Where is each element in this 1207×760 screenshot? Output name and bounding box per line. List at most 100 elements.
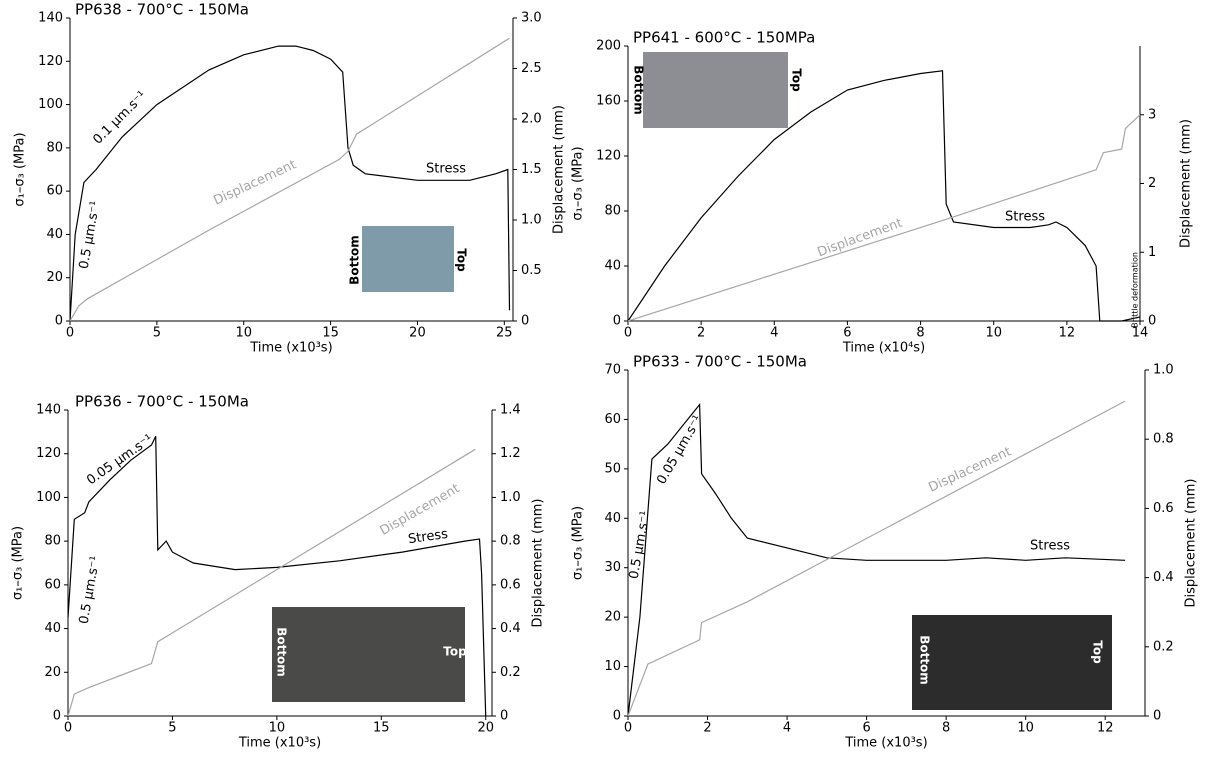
- series-label: Stress: [1030, 539, 1070, 554]
- y-tick-label: 40: [44, 621, 61, 636]
- annotation: 0.5 µm.s⁻¹: [77, 555, 104, 625]
- y-tick-label: 160: [596, 94, 621, 109]
- y-axis-label: σ₁–σ₃ (MPa): [571, 506, 586, 580]
- y2-tick-label: 2: [1148, 176, 1156, 191]
- x-tick-label: 15: [373, 721, 390, 736]
- x-tick-label: 10: [235, 326, 252, 341]
- y2-tick-label: 0.4: [500, 621, 521, 636]
- y2-tick-label: 1.5: [521, 162, 542, 177]
- y2-tick-label: 1.0: [521, 213, 542, 228]
- x-tick-label: 14: [1132, 326, 1149, 341]
- y2-axis-label: Displacement (mm): [531, 499, 546, 628]
- y2-tick-label: 1: [1148, 245, 1156, 260]
- y-tick-label: 200: [596, 39, 621, 54]
- y-tick-label: 60: [604, 412, 621, 427]
- y2-axis-label: Displacement (mm): [1184, 479, 1199, 608]
- y2-axis-label: Displacement (mm): [1179, 119, 1194, 248]
- series-line: [627, 402, 1126, 717]
- annotation: Bottom: [632, 65, 646, 115]
- chart-title: PP638 - 700°C - 150Ma: [75, 1, 249, 19]
- y2-tick-label: 0.2: [1153, 639, 1174, 654]
- y-axis-label: σ₁–σ₃ (MPa): [13, 132, 28, 206]
- x-tick-label: 10: [269, 721, 286, 736]
- series-label: Displacement: [926, 444, 1013, 495]
- y2-axis-label: Displacement (mm): [552, 105, 567, 234]
- annotation: Bottom: [348, 235, 362, 285]
- y2-tick-label: 1.0: [1153, 363, 1174, 378]
- sample-photo: [912, 615, 1112, 710]
- x-tick-label: 20: [477, 721, 494, 736]
- x-tick-label: 15: [322, 326, 339, 341]
- series-line: [69, 45, 511, 322]
- y-tick-label: 0: [613, 709, 621, 724]
- x-tick-label: 5: [168, 721, 176, 736]
- x-tick-label: 25: [496, 326, 513, 341]
- series-label: Displacement: [815, 216, 904, 261]
- y2-tick-label: 0.8: [1153, 432, 1174, 447]
- y2-tick-label: 0.2: [500, 665, 521, 680]
- series-line: [67, 435, 487, 717]
- y-axis-label: σ₁–σ₃ (MPa): [571, 146, 586, 220]
- x-tick-label: 4: [770, 326, 778, 341]
- chart-title: PP633 - 700°C - 150Ma: [633, 353, 807, 371]
- y2-tick-label: 0.4: [1153, 570, 1174, 585]
- x-axis-label: Time (x10³s): [238, 736, 321, 751]
- y-tick-label: 100: [36, 490, 61, 505]
- x-tick-label: 0: [624, 326, 632, 341]
- y-tick-label: 30: [604, 560, 621, 575]
- y-tick-label: 40: [604, 259, 621, 274]
- x-tick-label: 5: [153, 326, 161, 341]
- annotation: Top: [1091, 640, 1105, 664]
- series-label: Stress: [426, 162, 466, 177]
- y2-tick-label: 0: [1153, 709, 1161, 724]
- y2-tick-label: 1.0: [500, 490, 521, 505]
- sample-photo: [272, 607, 465, 702]
- x-tick-label: 12: [1097, 721, 1114, 736]
- series-line: [69, 37, 510, 322]
- y-tick-label: 60: [46, 184, 63, 199]
- series-line: [627, 70, 1141, 322]
- annotation: Bottom: [275, 627, 289, 677]
- y2-tick-label: 0: [500, 709, 508, 724]
- y2-tick-label: 0.6: [1153, 501, 1174, 516]
- series-label: Stress: [1005, 210, 1045, 225]
- x-tick-label: 0: [64, 721, 72, 736]
- y-tick-label: 100: [38, 97, 63, 112]
- y2-tick-label: 2.5: [521, 61, 542, 76]
- y2-tick-label: 3.0: [521, 11, 542, 26]
- annotation: 0.05 µm.s⁻¹: [84, 432, 156, 488]
- y-tick-label: 80: [604, 204, 621, 219]
- y-tick-label: 20: [604, 610, 621, 625]
- x-axis-label: Time (x10³s): [249, 341, 332, 356]
- x-tick-label: 6: [843, 326, 851, 341]
- annotation: 0.5 µm.s⁻¹: [627, 510, 654, 580]
- annotation: 0.5 µm.s⁻¹: [77, 200, 104, 270]
- y2-tick-label: 1.2: [500, 446, 521, 461]
- x-tick-label: 6: [862, 721, 870, 736]
- x-tick-label: 10: [985, 326, 1002, 341]
- x-axis-label: Time (x10³s): [844, 736, 927, 751]
- y-tick-label: 80: [44, 534, 61, 549]
- annotation: Top: [443, 645, 467, 659]
- y-tick-label: 0: [55, 314, 63, 329]
- chart-title: PP641 - 600°C - 150MPa: [633, 29, 815, 47]
- series-label: Displacement: [211, 157, 298, 208]
- y2-tick-label: 0.8: [500, 534, 521, 549]
- y2-tick-label: 2.0: [521, 112, 542, 127]
- x-tick-label: 2: [697, 326, 705, 341]
- x-axis-label: Time (x10⁴s): [842, 341, 925, 356]
- y-tick-label: 10: [604, 659, 621, 674]
- y-tick-label: 20: [46, 270, 63, 285]
- y2-tick-label: 0: [1148, 314, 1156, 329]
- y-tick-label: 20: [44, 665, 61, 680]
- y-tick-label: 140: [38, 11, 63, 26]
- y-tick-label: 120: [38, 54, 63, 69]
- series-label: Stress: [407, 527, 449, 547]
- x-tick-label: 8: [916, 326, 924, 341]
- x-tick-label: 0: [66, 326, 74, 341]
- chart-title: PP636 - 700°C - 150Ma: [75, 393, 249, 411]
- annotation: Top: [455, 248, 469, 272]
- annotation: Top: [790, 68, 804, 92]
- y-tick-label: 120: [596, 149, 621, 164]
- y2-tick-label: 0.6: [500, 577, 521, 592]
